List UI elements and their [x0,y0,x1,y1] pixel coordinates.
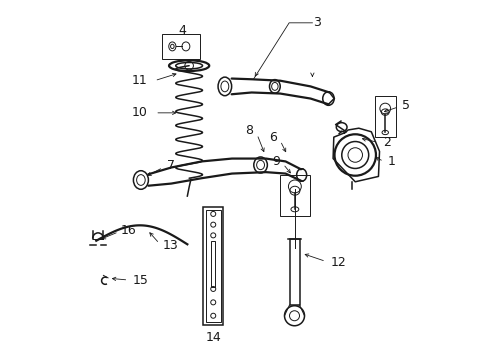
Text: 3: 3 [312,15,320,28]
Text: 13: 13 [163,239,179,252]
Bar [280,175,309,216]
Text: 2: 2 [382,136,390,149]
Bar [203,207,223,325]
Text: 5: 5 [402,99,409,112]
Bar [162,34,200,59]
Bar [211,241,215,287]
Bar [374,96,395,137]
Text: 16: 16 [120,224,136,237]
Text: 7: 7 [166,159,174,172]
Bar [289,239,299,305]
Text: 1: 1 [387,155,395,168]
Text: 12: 12 [329,256,346,269]
Text: 4: 4 [178,24,185,37]
Text: 6: 6 [269,131,277,144]
Text: 10: 10 [131,106,147,120]
Text: 15: 15 [133,274,149,287]
Text: 14: 14 [205,331,221,344]
Text: 8: 8 [245,124,253,137]
Text: 11: 11 [131,74,147,87]
Text: 9: 9 [272,155,280,168]
Bar [205,210,220,322]
